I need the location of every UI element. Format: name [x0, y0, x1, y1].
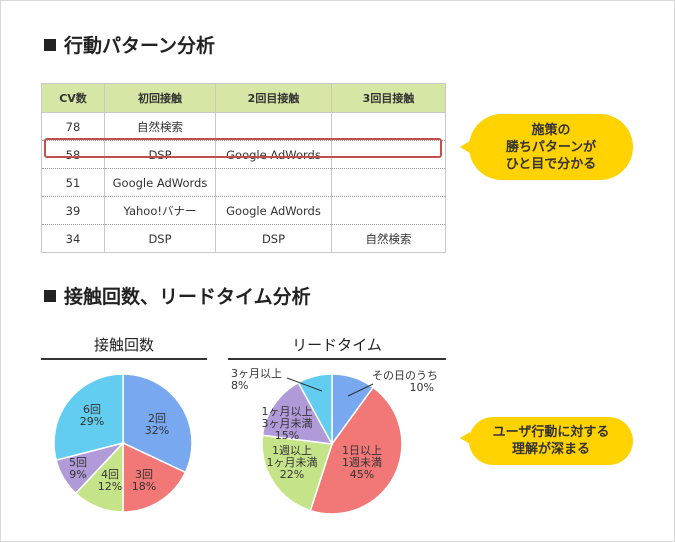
section-title-behavior: 行動パターン分析: [44, 31, 215, 58]
section-title-contact: 接触回数、リードタイム分析: [44, 282, 311, 309]
callout-winning-pattern: 施策の 勝ちパターンが ひと目で分かる: [469, 114, 633, 180]
table-cell: 自然検索: [104, 112, 216, 141]
table-cell: Yahoo!バナー: [104, 196, 216, 225]
pie-chart-leadtime: その日のうち 10% 1日以上 1週未満 45% 1週以上 1ヶ月未満 22%1ヶ月以上 3ヶ月…: [231, 367, 438, 515]
highlighted-row-outline: [44, 138, 442, 158]
chart-title-contacts: 接触回数: [93, 336, 154, 354]
table-cell: DSP: [104, 140, 216, 169]
table-row: 58 DSP Google AdWords: [41, 140, 446, 169]
pie-slice: [53, 373, 124, 462]
pie-label: 4回 12%: [98, 468, 122, 493]
pie-label: 1週以上 1ヶ月未満 22%: [267, 444, 318, 481]
pie-label: 3ヶ月以上 8%: [231, 367, 282, 392]
table-header-row: CV数 初回接触 2回目接触 3回目接触: [41, 83, 446, 113]
table-cell: 58: [41, 140, 105, 169]
pie-chart-contacts: 2回 32% 3回 18% 4回 12% 5回 9% 6回 29%: [53, 373, 193, 513]
callout-pointer-icon: [460, 432, 470, 444]
table-cell: [331, 140, 446, 169]
pie-slice: [309, 386, 403, 515]
pie-label: 1日以上 1週未満 45%: [342, 444, 382, 481]
callout-line: ひと目で分かる: [505, 156, 597, 172]
table-row: 78 自然検索: [41, 112, 446, 141]
leader-line: [347, 383, 374, 397]
callout-user-understanding: ユーザ行動に対する 理解が深まる: [469, 417, 633, 465]
callout-line: 勝ちパターンが: [505, 139, 597, 155]
table-cell: Google AdWords: [215, 196, 332, 225]
table-cell: Google AdWords: [215, 140, 332, 169]
callout-line: 施策の: [531, 122, 571, 138]
pie-label: 5回 9%: [69, 456, 87, 481]
pie-slice: [122, 373, 193, 474]
table-cell: 39: [41, 196, 105, 225]
table-header-cell: 初回接触: [104, 83, 216, 113]
pie-label: 1ヶ月以上 3ヶ月未満 15%: [262, 405, 313, 442]
table-cell: [215, 168, 332, 197]
pie-label: 3回 18%: [132, 468, 156, 493]
table-cell: 78: [41, 112, 105, 141]
table-cell: [331, 196, 446, 225]
table-cell: 自然検索: [331, 224, 446, 253]
table-row: 39 Yahoo!バナー Google AdWords: [41, 196, 446, 225]
chart-title-underline: [41, 358, 207, 360]
pie-slice: [261, 381, 334, 445]
square-bullet-icon: [44, 289, 56, 302]
callout-line: ユーザ行動に対する: [492, 425, 610, 440]
pie-slice: [261, 434, 333, 512]
table-header-cell: 3回目接触: [331, 83, 446, 113]
table-cell: [331, 112, 446, 141]
table-header-cell: 2回目接触: [215, 83, 332, 113]
square-bullet-icon: [44, 38, 56, 51]
table-row: 51 Google AdWords: [41, 168, 446, 197]
table-cell: DSP: [104, 224, 216, 253]
section-title-text: 行動パターン分析: [64, 35, 216, 57]
table-cell: 34: [41, 224, 105, 253]
section-title-text: 接触回数、リードタイム分析: [64, 286, 311, 308]
pie-label: その日のうち 10%: [372, 369, 438, 394]
callout-pointer-icon: [460, 141, 470, 153]
leader-line: [286, 377, 323, 392]
pie-label: 2回 32%: [145, 412, 169, 437]
table-header-cell: CV数: [41, 83, 105, 113]
table-row: 34 DSP DSP 自然検索: [41, 224, 446, 253]
pie-slice: [122, 441, 187, 513]
table-cell: [215, 112, 332, 141]
table-cell: Google AdWords: [104, 168, 216, 197]
behavior-table: CV数 初回接触 2回目接触 3回目接触 78 自然検索 58 DSP Goog…: [41, 83, 446, 253]
chart-title-underline: [228, 358, 446, 360]
table-cell: DSP: [215, 224, 332, 253]
chart-title-leadtime: リードタイム: [292, 336, 382, 354]
pie-label: 6回 29%: [80, 403, 104, 428]
table-cell: 51: [41, 168, 105, 197]
table-cell: [331, 168, 446, 197]
callout-line: 理解が深まる: [511, 442, 590, 457]
